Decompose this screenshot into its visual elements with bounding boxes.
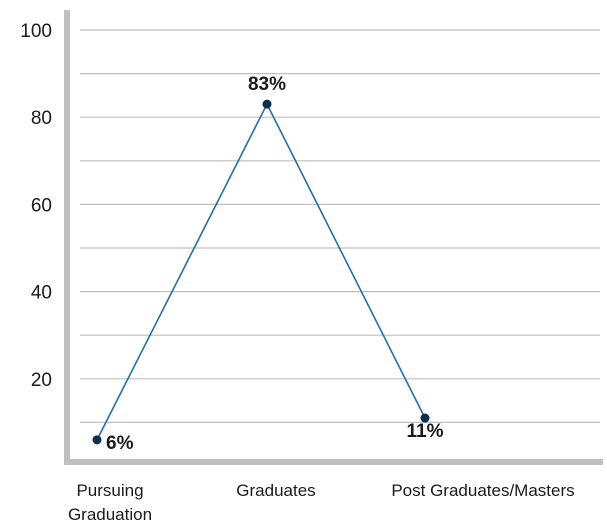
data-labels: 6% 83% 11% xyxy=(106,74,444,454)
data-label: 11% xyxy=(407,421,444,442)
y-tick-labels: 20 40 60 80 100 xyxy=(20,21,52,391)
x-category-label-line: Post Graduates/Masters xyxy=(391,481,574,500)
axes xyxy=(64,10,603,465)
x-category-label: Graduates xyxy=(236,481,315,500)
series-line xyxy=(96,102,426,441)
grid-lines xyxy=(80,29,600,423)
y-tick-label: 100 xyxy=(20,21,52,42)
y-tick-label: 20 xyxy=(31,370,52,391)
y-tick-label: 40 xyxy=(31,283,52,304)
x-category-label-line: Graduates xyxy=(236,481,315,500)
data-label: 83% xyxy=(248,74,286,95)
x-category-label-line: Graduation xyxy=(68,505,152,524)
x-category-label: Post Graduates/Masters xyxy=(391,481,574,500)
data-point xyxy=(262,99,272,109)
y-tick-label: 60 xyxy=(31,195,52,216)
data-label: 6% xyxy=(106,433,134,454)
data-point xyxy=(92,435,102,445)
series xyxy=(92,99,430,445)
data-point xyxy=(420,413,430,423)
y-tick-label: 80 xyxy=(31,108,52,129)
x-category-label-line: Pursuing xyxy=(76,481,143,500)
x-category-label: Pursuing Graduation xyxy=(68,481,152,524)
x-category-labels: Pursuing Graduation Graduates Post Graduate… xyxy=(68,481,575,524)
